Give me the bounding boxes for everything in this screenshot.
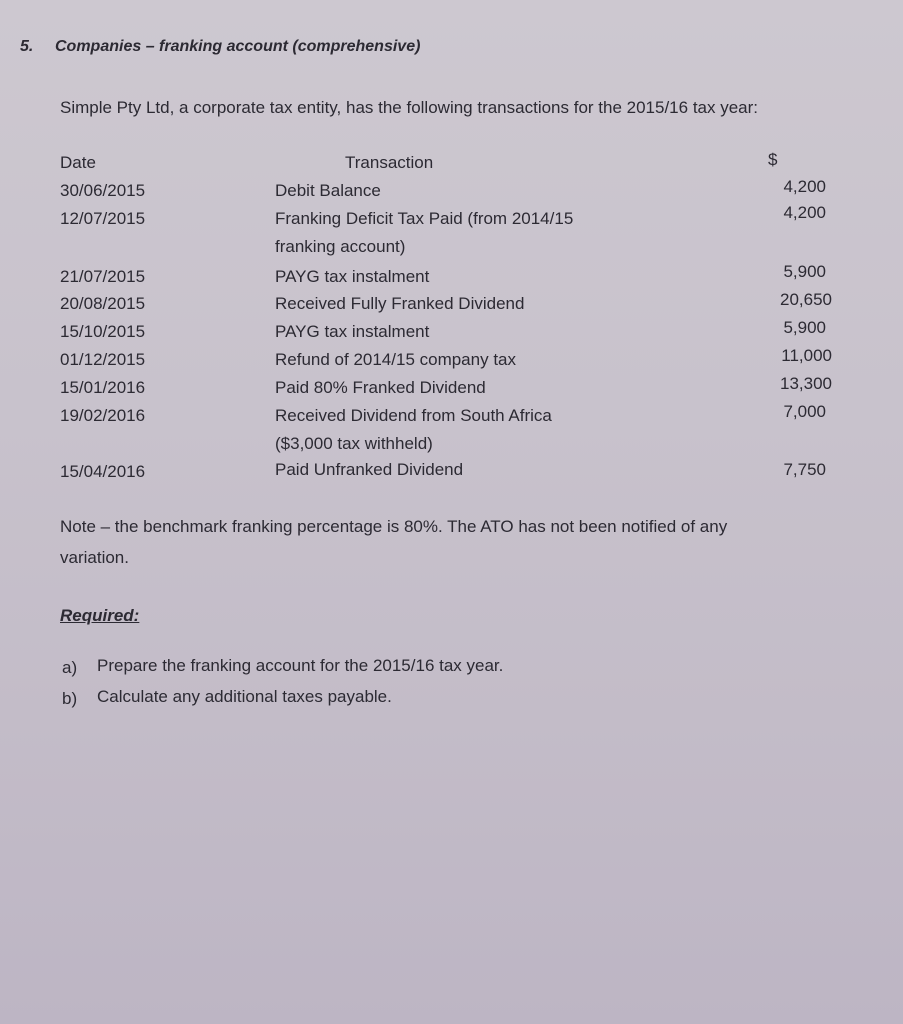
row-date: 15/01/2016 <box>60 378 146 397</box>
row-date: 15/04/2016 <box>60 462 146 481</box>
header-transaction: Transaction <box>345 153 434 172</box>
row-date: 15/10/2015 <box>60 322 146 341</box>
row-transaction-cont: ($3,000 tax withheld) <box>275 434 433 453</box>
row-amount: 4,200 <box>783 177 826 196</box>
item-text: Calculate any additional taxes payable. <box>97 687 392 706</box>
row-transaction: Received Fully Franked Dividend <box>275 294 525 313</box>
item-marker: b) <box>62 689 78 708</box>
row-amount: 4,200 <box>783 203 826 222</box>
row-transaction: Refund of 2014/15 company tax <box>275 350 516 369</box>
row-date: 12/07/2015 <box>60 209 146 228</box>
row-transaction: PAYG tax instalment <box>275 267 430 286</box>
header-date: Date <box>60 153 96 172</box>
row-transaction: Received Dividend from South Africa <box>275 406 552 425</box>
row-date: 20/08/2015 <box>60 294 146 313</box>
note-line-2: variation. <box>60 548 129 567</box>
row-amount: 5,900 <box>783 262 826 281</box>
row-amount: 5,900 <box>783 318 826 337</box>
row-amount: 7,750 <box>783 460 826 479</box>
required-heading: Required: <box>60 606 140 625</box>
row-amount: 7,000 <box>783 402 826 421</box>
item-text: Prepare the franking account for the 201… <box>97 656 504 675</box>
row-date: 01/12/2015 <box>60 350 146 369</box>
row-date: 19/02/2016 <box>60 406 146 425</box>
row-transaction: PAYG tax instalment <box>275 322 430 341</box>
question-number: 5. <box>20 38 34 55</box>
row-amount: 20,650 <box>780 290 832 309</box>
intro-text: Simple Pty Ltd, a corporate tax entity, … <box>60 98 759 117</box>
row-transaction: Franking Deficit Tax Paid (from 2014/15 <box>275 209 574 228</box>
row-amount: 11,000 <box>781 346 832 365</box>
row-transaction: Paid 80% Franked Dividend <box>275 378 486 397</box>
header-amount: $ <box>768 150 778 169</box>
note-line-1: Note – the benchmark franking percentage… <box>60 517 728 536</box>
row-date: 30/06/2015 <box>60 181 146 200</box>
row-transaction-cont: franking account) <box>275 237 406 256</box>
question-title: Companies – franking account (comprehens… <box>55 38 421 55</box>
row-amount: 13,300 <box>780 374 832 393</box>
row-date: 21/07/2015 <box>60 267 146 286</box>
row-transaction: Paid Unfranked Dividend <box>275 460 464 479</box>
item-marker: a) <box>62 658 78 677</box>
row-transaction: Debit Balance <box>275 181 381 200</box>
